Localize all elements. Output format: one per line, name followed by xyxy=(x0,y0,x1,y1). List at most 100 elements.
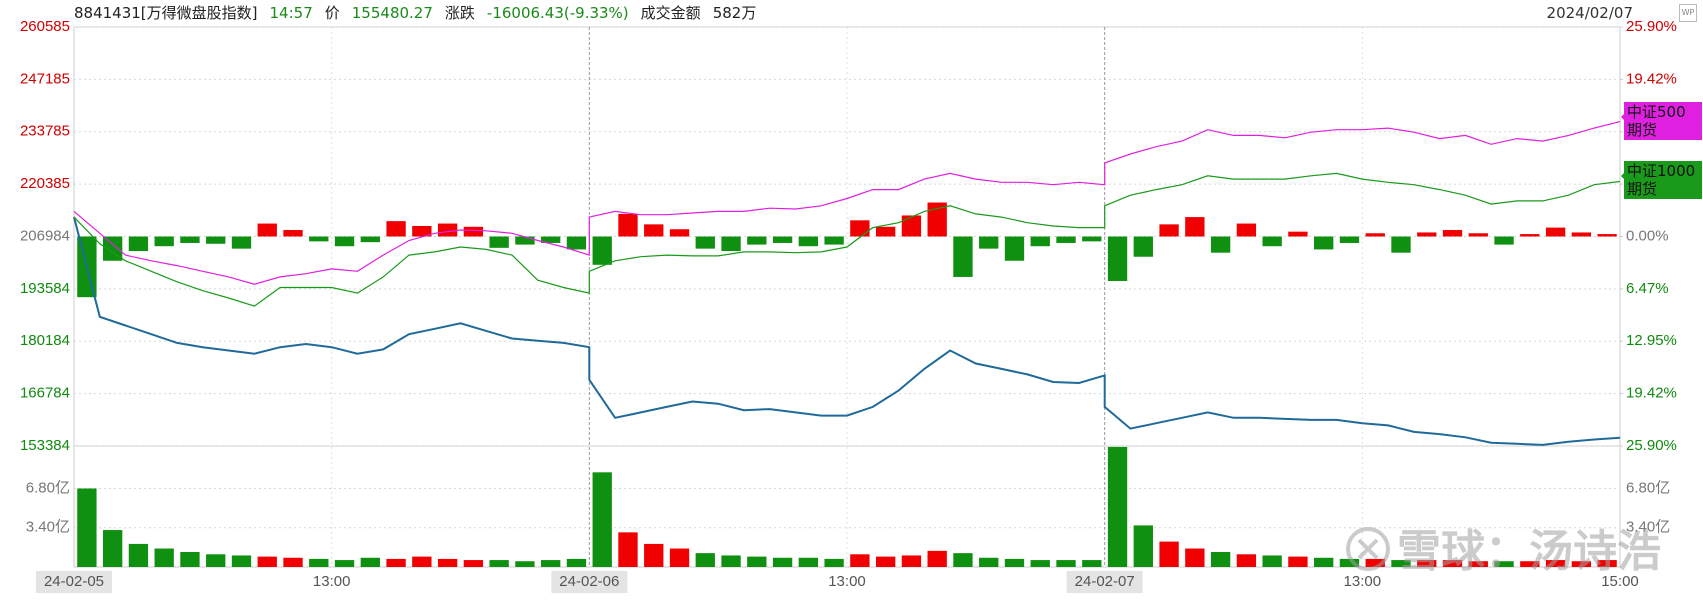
volume-bar xyxy=(1159,541,1179,567)
flow-bar xyxy=(1004,236,1025,261)
flow-bar xyxy=(566,236,587,250)
volume-tick-label: 6.80亿 xyxy=(1626,479,1670,496)
icon[interactable]: WP xyxy=(1679,4,1697,22)
volume-tick-label: 3.40亿 xyxy=(26,519,70,536)
volume-bar xyxy=(695,553,715,567)
flow-bar xyxy=(515,236,535,245)
volume-bar xyxy=(618,532,638,567)
y2-tick-label: 19.42% xyxy=(1626,70,1677,87)
volume-bar xyxy=(1314,557,1334,567)
flow-bar xyxy=(412,225,432,237)
flow-bar xyxy=(927,202,947,237)
flow-bar xyxy=(231,236,252,249)
time: 14:57 xyxy=(269,4,313,22)
volume-bar xyxy=(437,558,458,567)
volume-bar xyxy=(772,557,793,567)
volume-bar xyxy=(1133,525,1153,567)
y2-tick-label: 6.47% xyxy=(1626,280,1669,297)
volume-bar xyxy=(334,560,355,567)
volume-bar xyxy=(1262,555,1282,567)
volume-bar xyxy=(1597,560,1617,567)
series-line xyxy=(73,121,1621,285)
flow-bar xyxy=(334,236,355,247)
flow-bar xyxy=(1417,232,1437,237)
volume-bar xyxy=(231,555,252,567)
amount-label: 成交金额 xyxy=(640,4,701,22)
flow-bar xyxy=(154,236,174,247)
flow-bar xyxy=(1133,236,1153,257)
y-tick-label: 153384 xyxy=(20,437,70,454)
volume-bar xyxy=(541,560,561,567)
y-tick-label: 166784 xyxy=(20,385,70,402)
volume-bar xyxy=(875,556,896,567)
flow-bar xyxy=(1185,217,1205,237)
flow-bar xyxy=(437,223,458,237)
flow-bar xyxy=(1236,223,1257,237)
volume-bar xyxy=(979,557,999,567)
price-label: 价 xyxy=(324,4,340,22)
code: 8841431[万得微盘股指数] xyxy=(74,4,258,22)
flow-bar xyxy=(1107,236,1128,281)
y-tick-label: 193584 xyxy=(20,280,70,297)
volume-bar xyxy=(1468,561,1488,567)
flow-bar xyxy=(1056,236,1076,243)
volume-bar xyxy=(1365,558,1385,567)
y2-tick-label: 25.90% xyxy=(1626,18,1677,35)
flow-bar xyxy=(386,221,406,237)
amount: 582万 xyxy=(712,4,757,22)
watermark: 雪球：汤诗浩 xyxy=(1345,515,1661,579)
volume-bar xyxy=(798,557,819,567)
volume-bar xyxy=(592,472,612,567)
flow-bar xyxy=(901,215,922,237)
volume-bar xyxy=(154,548,174,567)
flow-bar xyxy=(953,236,973,277)
volume-bar xyxy=(1185,548,1205,567)
flow-bar xyxy=(206,236,226,244)
volume-bar xyxy=(180,551,200,567)
flow-bar xyxy=(824,236,844,245)
volume-tick-label: 6.80亿 xyxy=(26,479,70,496)
y-tick-label: 180184 xyxy=(20,332,70,349)
flow-bar xyxy=(1314,236,1334,250)
flow-bar xyxy=(1365,233,1385,237)
flow-bar xyxy=(1468,233,1488,237)
flow-bar xyxy=(1159,224,1179,237)
flow-bar xyxy=(669,229,690,237)
flow-bar xyxy=(1520,234,1540,237)
volume-bar xyxy=(566,558,587,567)
volume-bar xyxy=(489,560,509,567)
flow-bar xyxy=(721,236,741,252)
volume-bar xyxy=(669,548,690,567)
x-tick-label: 24-02-06 xyxy=(559,573,619,590)
y2-tick-label: 12.95% xyxy=(1626,332,1677,349)
x-tick-label: 15:00 xyxy=(1601,573,1639,590)
volume-bar xyxy=(1056,560,1076,567)
volume-bar xyxy=(850,554,870,567)
x-tick-label: 13:00 xyxy=(313,573,351,590)
flow-bar xyxy=(102,236,123,261)
flow-bar xyxy=(309,236,329,242)
flow-bar xyxy=(128,236,149,252)
volume-bar xyxy=(927,550,947,567)
volume-bar xyxy=(412,556,432,567)
x-tick-label: 24-02-05 xyxy=(44,573,104,590)
flow-bar xyxy=(979,236,999,249)
flow-bar xyxy=(1082,236,1102,242)
flow-bar xyxy=(360,236,380,243)
y-tick-label: 220385 xyxy=(20,175,70,192)
volume-bar xyxy=(1210,551,1231,567)
y2-tick-label: 0.00% xyxy=(1626,227,1669,244)
volume-bar xyxy=(77,488,97,567)
volume-bar xyxy=(824,558,844,567)
flow-bar xyxy=(463,226,484,237)
volume-bar xyxy=(515,561,535,567)
volume-bar xyxy=(257,556,277,567)
volume-bar xyxy=(721,555,741,567)
flow-bar xyxy=(489,236,509,248)
y2-tick-label: 25.90% xyxy=(1626,437,1677,454)
volume-bar xyxy=(128,543,149,567)
flow-bar xyxy=(541,236,561,243)
y-tick-label: 260585 xyxy=(20,18,70,35)
volume-bar xyxy=(283,557,303,567)
volume-bar xyxy=(1082,560,1102,567)
